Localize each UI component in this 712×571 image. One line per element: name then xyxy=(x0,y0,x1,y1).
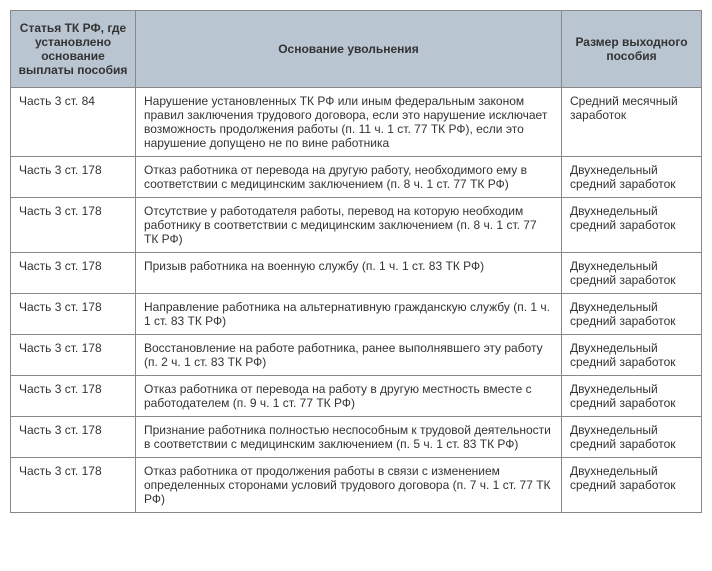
table-row: Часть 3 ст. 178 Отказ работника от продо… xyxy=(11,458,702,513)
table-row: Часть 3 ст. 178 Признание работника полн… xyxy=(11,417,702,458)
cell-reason: Нарушение установленных ТК РФ или иным ф… xyxy=(136,88,562,157)
cell-article: Часть 3 ст. 178 xyxy=(11,198,136,253)
table-row: Часть 3 ст. 178 Отказ работника от перев… xyxy=(11,376,702,417)
cell-amount: Двухнедельный средний заработок xyxy=(562,376,702,417)
cell-reason: Отсутствие у работодателя работы, перево… xyxy=(136,198,562,253)
cell-amount: Двухнедельный средний заработок xyxy=(562,253,702,294)
table-row: Часть 3 ст. 178 Направление работника на… xyxy=(11,294,702,335)
cell-amount: Двухнедельный средний заработок xyxy=(562,198,702,253)
benefits-table: Статья ТК РФ, где установлено основание … xyxy=(10,10,702,513)
cell-reason: Отказ работника от продолжения работы в … xyxy=(136,458,562,513)
col-header-article: Статья ТК РФ, где установлено основание … xyxy=(11,11,136,88)
cell-amount: Средний месячный заработок xyxy=(562,88,702,157)
table-row: Часть 3 ст. 84 Нарушение установленных Т… xyxy=(11,88,702,157)
col-header-reason: Основание увольнения xyxy=(136,11,562,88)
table-row: Часть 3 ст. 178 Восстановление на работе… xyxy=(11,335,702,376)
cell-reason: Отказ работника от перевода на другую ра… xyxy=(136,157,562,198)
cell-article: Часть 3 ст. 178 xyxy=(11,335,136,376)
cell-amount: Двухнедельный средний заработок xyxy=(562,157,702,198)
cell-reason: Направление работника на альтернативную … xyxy=(136,294,562,335)
cell-article: Часть 3 ст. 178 xyxy=(11,417,136,458)
cell-amount: Двухнедельный средний заработок xyxy=(562,417,702,458)
table-row: Часть 3 ст. 178 Отсутствие у работодател… xyxy=(11,198,702,253)
cell-reason: Признание работника полностью неспособны… xyxy=(136,417,562,458)
cell-reason: Отказ работника от перевода на работу в … xyxy=(136,376,562,417)
cell-reason: Восстановление на работе работника, ране… xyxy=(136,335,562,376)
cell-article: Часть 3 ст. 178 xyxy=(11,157,136,198)
cell-article: Часть 3 ст. 178 xyxy=(11,458,136,513)
table-row: Часть 3 ст. 178 Отказ работника от перев… xyxy=(11,157,702,198)
cell-article: Часть 3 ст. 84 xyxy=(11,88,136,157)
col-header-amount: Размер выходного пособия xyxy=(562,11,702,88)
cell-amount: Двухнедельный средний заработок xyxy=(562,335,702,376)
cell-article: Часть 3 ст. 178 xyxy=(11,376,136,417)
cell-article: Часть 3 ст. 178 xyxy=(11,294,136,335)
table-row: Часть 3 ст. 178 Призыв работника на воен… xyxy=(11,253,702,294)
table-header-row: Статья ТК РФ, где установлено основание … xyxy=(11,11,702,88)
table-body: Часть 3 ст. 84 Нарушение установленных Т… xyxy=(11,88,702,513)
cell-amount: Двухнедельный средний заработок xyxy=(562,458,702,513)
cell-amount: Двухнедельный средний заработок xyxy=(562,294,702,335)
cell-article: Часть 3 ст. 178 xyxy=(11,253,136,294)
cell-reason: Призыв работника на военную службу (п. 1… xyxy=(136,253,562,294)
